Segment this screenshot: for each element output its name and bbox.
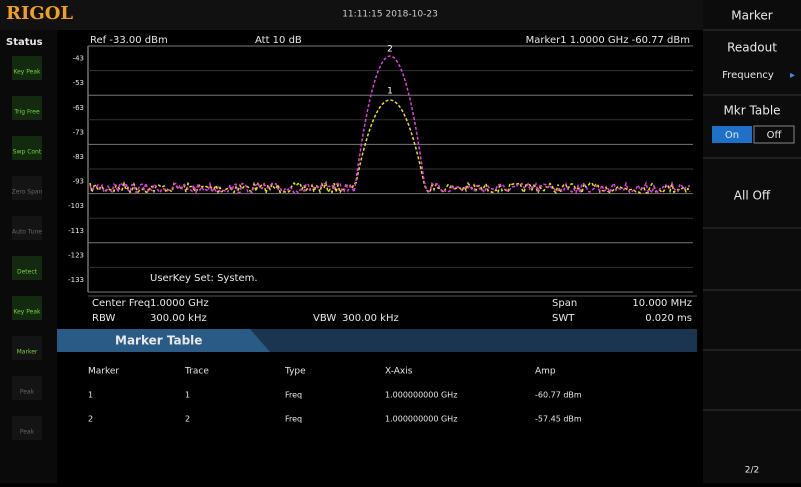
swt-label: SWT [552, 313, 575, 324]
table-cell: -60.77 dBm [535, 391, 582, 400]
on-button[interactable] [712, 126, 752, 143]
y-axis-label: -103 [68, 202, 84, 210]
swt-value: 0.020 ms [645, 313, 692, 324]
y-axis-label: -73 [73, 128, 84, 136]
on-label[interactable]: On [725, 130, 739, 141]
off-button[interactable] [753, 125, 795, 144]
table-cell: 2 [185, 415, 190, 424]
center-label: Center Freq [92, 298, 150, 309]
table-cell: -57.45 dBm [535, 415, 582, 424]
arrow: ▸ [790, 70, 795, 81]
rbw-label: RBW [92, 313, 115, 324]
table-column: Amp [535, 367, 556, 377]
status-icon [12, 296, 42, 320]
y-axis-label: -133 [68, 276, 84, 284]
table-tab [57, 329, 270, 352]
status-icon [12, 136, 42, 160]
vbw-value: 300.00 kHz [342, 313, 399, 324]
span-value: 10.000 MHz [632, 298, 692, 309]
status-title: Status [6, 37, 43, 48]
menu-readout-value[interactable]: Frequency [722, 70, 774, 81]
menu-title: Marker [731, 9, 773, 23]
y-axis-label: -83 [73, 153, 84, 161]
status-label: Detect [17, 269, 38, 276]
menu-all-off[interactable]: All Off [734, 189, 771, 203]
table-cell: 1 [88, 391, 93, 400]
y-axis-label: -63 [73, 104, 84, 112]
userkey: UserKey Set: System. [150, 273, 258, 284]
marker-label: 2 [387, 45, 393, 55]
y-axis-label: -113 [68, 227, 84, 235]
status-label: Key Peak [13, 309, 41, 316]
table-column: X-Axis [385, 367, 413, 377]
table-cell: 1.000000000 GHz [385, 391, 457, 400]
table-column: Type [284, 367, 306, 377]
status-icon [12, 176, 42, 200]
marker-readout: Marker1 1.0000 GHz -60.77 dBm [526, 35, 690, 46]
table-column: Marker [88, 367, 119, 377]
status-label: Zero Span [12, 189, 43, 196]
status-icon [12, 376, 42, 400]
table-cell: Freq [285, 391, 302, 400]
marker-label: 1 [387, 87, 393, 97]
status-label: Swp Cont [13, 149, 42, 156]
status-icon [12, 96, 42, 120]
top-bar [0, 0, 703, 30]
status-label: Peak [20, 429, 35, 436]
table-title: Marker Table [115, 334, 202, 348]
menu-readout[interactable]: Readout [727, 41, 777, 55]
menu-mkr-table[interactable]: Mkr Table [723, 104, 780, 118]
table-cell: 1 [185, 391, 190, 400]
datetime: 11:11:15 2018-10-23 [342, 10, 438, 20]
status-label: Peak [20, 389, 35, 396]
status-icon [12, 416, 42, 440]
brand: RIGOL [6, 3, 73, 24]
trace [89, 99, 691, 196]
rbw-value: 300.00 kHz [150, 313, 207, 324]
table-cell: 1.000000000 GHz [385, 415, 457, 424]
status-icon [12, 336, 42, 360]
table-cell: 2 [88, 415, 93, 424]
status-label: Key Peak [13, 69, 41, 76]
y-axis-label: -43 [73, 55, 84, 63]
menu-page: 2/2 [745, 466, 759, 476]
y-axis-label: -123 [68, 251, 84, 259]
span-label: Span [552, 298, 577, 309]
status-label: Marker [17, 349, 38, 356]
status-icon [12, 256, 42, 280]
status-icon [12, 216, 42, 240]
status-label: Trig Free [13, 109, 40, 116]
off-label[interactable]: Off [767, 130, 783, 141]
menu-panel [703, 0, 801, 483]
vbw-label: VBW [313, 313, 336, 324]
table-cell: Freq [285, 415, 302, 424]
table-column: Trace [184, 367, 209, 377]
status-label: Auto Tune [12, 229, 42, 236]
status-icon [12, 56, 42, 80]
ref-level: Ref -33.00 dBm [90, 35, 168, 46]
trace [89, 55, 691, 196]
y-axis-label: -93 [73, 178, 84, 186]
y-axis-label: -53 [73, 79, 84, 87]
center-value: 1.0000 GHz [150, 298, 209, 309]
attenuation: Att 10 dB [255, 35, 302, 46]
